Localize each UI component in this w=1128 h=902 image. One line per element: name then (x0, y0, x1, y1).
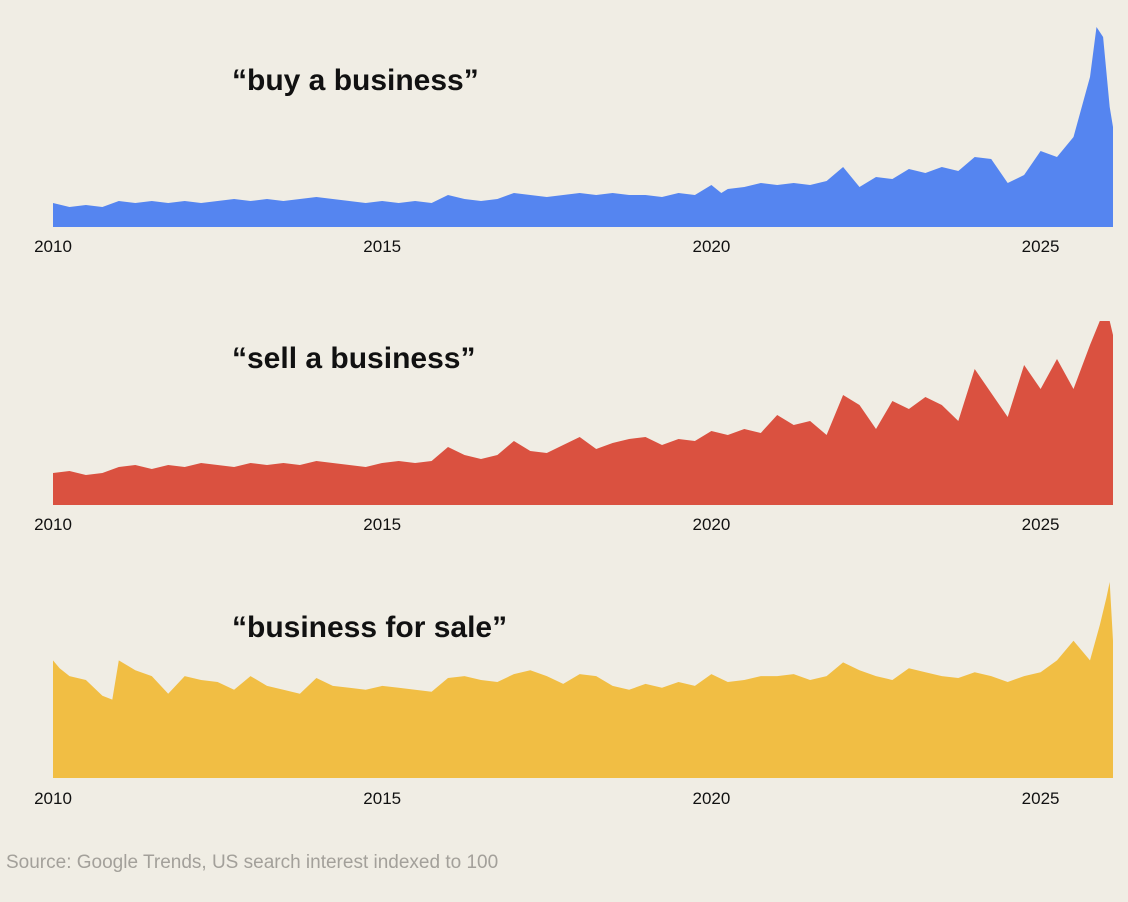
x-tick-label-2020: 2020 (692, 237, 730, 256)
x-tick-label-2010: 2010 (34, 515, 72, 534)
x-tick-label-2020: 2020 (692, 515, 730, 534)
x-tick-label-2015: 2015 (363, 789, 401, 808)
x-tick-label-2025: 2025 (1022, 515, 1060, 534)
x-tick-label-2025: 2025 (1022, 237, 1060, 256)
chart-panel-1: “buy a business” 2010 2015 2020 2025 (34, 27, 1113, 256)
x-tick-label-2015: 2015 (363, 237, 401, 256)
area-series-1 (53, 27, 1113, 227)
x-tick-label-2010: 2010 (34, 237, 72, 256)
area-series-3 (53, 582, 1113, 778)
x-tick-label-2020: 2020 (692, 789, 730, 808)
chart-title-2: “sell a business” (232, 342, 475, 375)
chart-title-3: “business for sale” (232, 611, 507, 644)
source-note: Source: Google Trends, US search interes… (6, 852, 499, 873)
x-tick-label-2025: 2025 (1022, 789, 1060, 808)
x-tick-label-2015: 2015 (363, 515, 401, 534)
x-tick-label-2010: 2010 (34, 789, 72, 808)
chart-panel-2: “sell a business” 2010 2015 2020 2025 (34, 321, 1113, 534)
chart-panel-3: “business for sale” 2010 2015 2020 2025 (34, 582, 1113, 808)
area-series-2 (53, 321, 1113, 505)
chart-title-1: “buy a business” (232, 64, 479, 97)
